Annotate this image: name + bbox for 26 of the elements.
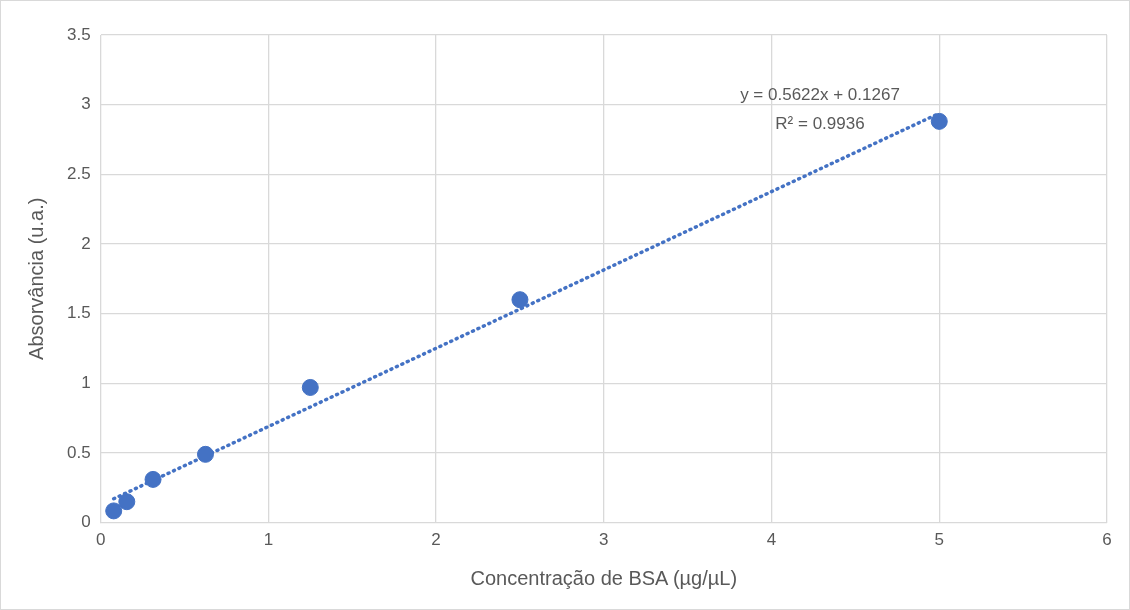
x-axis-title: Concentração de BSA (µg/µL) — [470, 566, 738, 589]
x-tick-label: 1 — [263, 530, 274, 550]
x-tick-label: 5 — [934, 530, 945, 550]
y-tick-label: 1.5 — [66, 303, 91, 323]
y-tick-label: 1 — [81, 372, 91, 392]
point — [144, 470, 162, 488]
y-tick-label: 3 — [81, 94, 91, 114]
y-tick-label: 0 — [81, 512, 91, 532]
point — [105, 502, 123, 520]
y-tick-label: 2 — [81, 233, 91, 253]
point — [301, 378, 319, 396]
x-tick-label: 4 — [766, 530, 777, 550]
point — [930, 112, 948, 130]
point — [196, 445, 214, 463]
x-tick-label: 6 — [1102, 530, 1112, 550]
point — [118, 493, 136, 511]
point — [511, 291, 529, 309]
y-axis-title: Absorvância (u.a.) — [24, 197, 47, 360]
annotation: y = 0.5622x + 0.1267 — [740, 84, 900, 104]
y-tick-label: 2.5 — [66, 164, 91, 183]
x-tick-label: 2 — [431, 530, 441, 550]
annotation: R² = 0.9936 — [775, 113, 865, 133]
y-tick-label: 0.5 — [66, 442, 91, 462]
x-tick-label: 3 — [599, 530, 609, 550]
x-tick-label: 0 — [95, 530, 106, 550]
y-tick-label: 3.5 — [66, 24, 91, 44]
